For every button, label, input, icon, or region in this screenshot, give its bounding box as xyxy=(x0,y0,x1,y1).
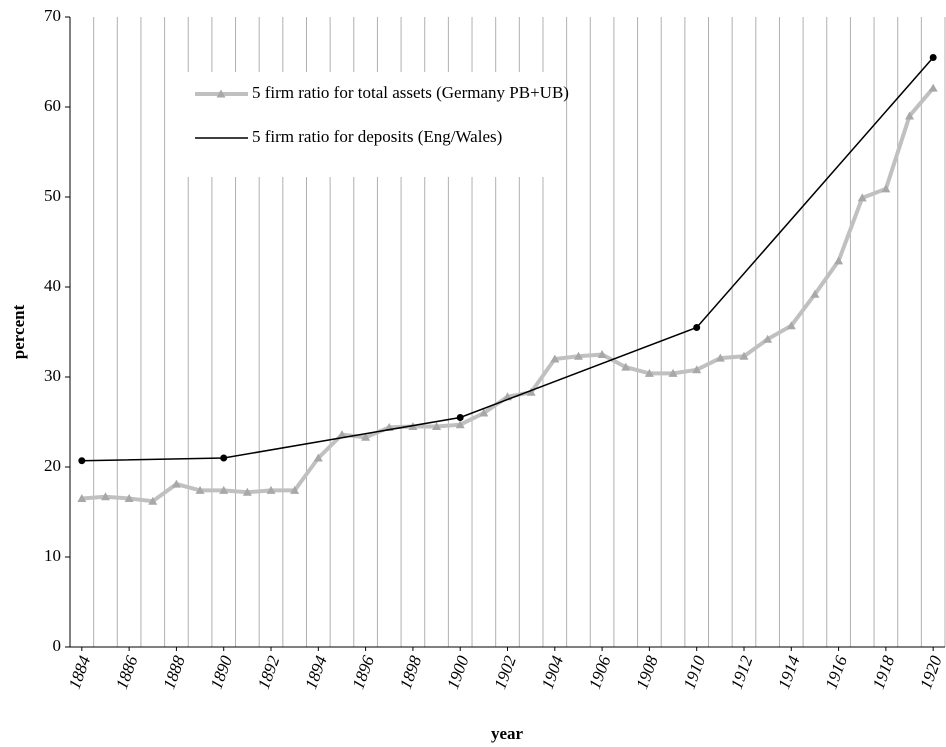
legend-label: 5 firm ratio for deposits (Eng/Wales) xyxy=(252,127,502,146)
point xyxy=(195,485,205,494)
x-tick-label: 1914 xyxy=(774,653,804,692)
point xyxy=(573,351,583,360)
point xyxy=(219,485,229,494)
point xyxy=(881,184,891,193)
x-tick-label: 1900 xyxy=(443,653,473,692)
x-tick-label: 1904 xyxy=(538,653,568,692)
y-tick-label: 10 xyxy=(44,546,61,565)
point xyxy=(148,496,158,505)
point xyxy=(526,387,536,396)
point xyxy=(597,350,607,358)
point xyxy=(834,256,844,265)
legend-box xyxy=(185,72,550,177)
point xyxy=(692,365,702,374)
point xyxy=(78,457,86,465)
point xyxy=(220,454,228,462)
point xyxy=(786,321,796,330)
point xyxy=(337,430,347,439)
x-tick-label: 1916 xyxy=(822,653,852,692)
point xyxy=(290,485,300,494)
point xyxy=(810,289,820,298)
point xyxy=(739,351,749,360)
y-tick-label: 70 xyxy=(44,6,61,25)
point xyxy=(455,420,465,429)
point xyxy=(905,111,915,120)
point xyxy=(266,485,276,494)
x-tick-label: 1894 xyxy=(301,653,331,692)
point xyxy=(361,432,371,441)
y-tick-label: 30 xyxy=(44,366,61,385)
legend-marker xyxy=(216,89,226,98)
point xyxy=(100,492,110,501)
point xyxy=(77,494,87,502)
x-tick-label: 1886 xyxy=(112,653,142,692)
point xyxy=(124,494,134,502)
x-tick-label: 1910 xyxy=(680,653,710,692)
point xyxy=(857,193,867,202)
point xyxy=(929,54,937,61)
x-tick-label: 1906 xyxy=(585,653,615,692)
legend-label: 5 firm ratio for total assets (Germany P… xyxy=(252,83,569,102)
point xyxy=(668,368,678,377)
x-tick-label: 1912 xyxy=(727,653,757,692)
y-tick-label: 40 xyxy=(44,276,61,295)
y-tick-label: 60 xyxy=(44,96,61,115)
x-tick-label: 1892 xyxy=(254,653,284,692)
x-tick-label: 1918 xyxy=(869,653,899,692)
y-tick-label: 20 xyxy=(44,456,61,475)
y-tick-label: 50 xyxy=(44,186,61,205)
y-tick-label: 0 xyxy=(53,636,62,655)
point xyxy=(763,334,773,343)
x-tick-label: 1902 xyxy=(490,653,520,692)
point xyxy=(171,479,181,488)
point xyxy=(621,362,631,371)
point xyxy=(715,353,725,362)
point xyxy=(550,354,560,363)
x-axis-label: year xyxy=(491,724,524,743)
x-tick-label: 1908 xyxy=(632,653,662,692)
point xyxy=(456,414,464,421)
point xyxy=(644,368,654,377)
x-tick-label: 1888 xyxy=(159,653,189,692)
x-tick-label: 1890 xyxy=(207,653,237,692)
point xyxy=(479,408,489,417)
legend: 5 firm ratio for total assets (Germany P… xyxy=(185,72,569,177)
point xyxy=(242,487,252,496)
point xyxy=(432,422,442,430)
x-tick-label: 1896 xyxy=(349,653,379,692)
x-tick-label: 1884 xyxy=(65,653,95,692)
y-axis-label: percent xyxy=(9,304,28,359)
point xyxy=(693,324,701,331)
point xyxy=(928,83,938,92)
x-tick-label: 1898 xyxy=(396,653,426,692)
x-tick-label: 1920 xyxy=(916,653,946,692)
point xyxy=(313,453,323,462)
